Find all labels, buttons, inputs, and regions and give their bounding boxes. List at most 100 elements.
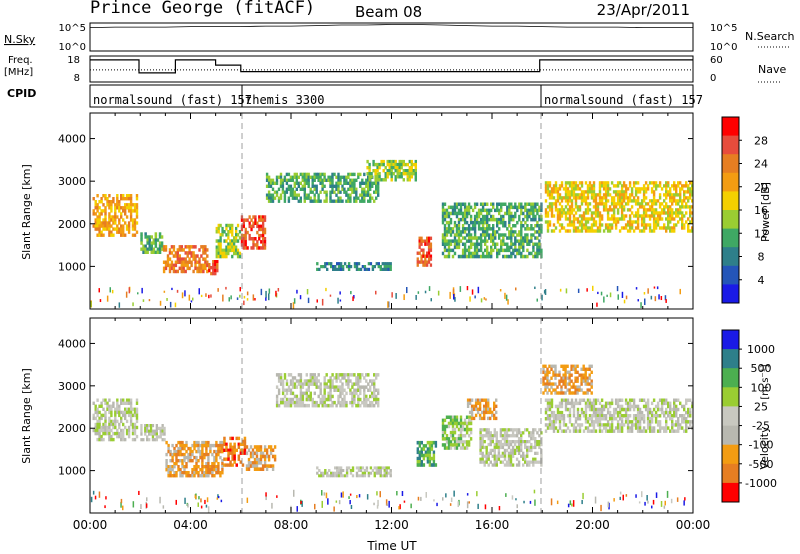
echo-cell (337, 172, 340, 177)
echo-cell (534, 442, 537, 447)
echo-cell (594, 410, 598, 415)
echo-cell (432, 463, 436, 467)
echo-cell (199, 474, 202, 478)
echo-cell (309, 373, 312, 377)
echo-cell (455, 446, 459, 450)
echo-cell (242, 243, 245, 247)
echo-cell (271, 196, 275, 200)
echo-cell (353, 391, 356, 396)
echo-cell (528, 239, 531, 243)
echo-cell (614, 417, 618, 421)
echo-cell (495, 463, 498, 467)
echo-cell (618, 426, 622, 430)
echo-cell (324, 471, 327, 475)
echo-cell (534, 208, 537, 213)
echo-cell (188, 260, 191, 264)
echo-cell (671, 193, 674, 197)
echo-cell (542, 367, 545, 371)
echo-cell (187, 455, 190, 460)
echo-cell (363, 400, 366, 405)
echo-cell (211, 452, 214, 457)
power-ylabel: Slant Range [km] (20, 164, 33, 260)
echo-cell (351, 391, 354, 396)
echo-cell (112, 227, 115, 231)
echo-cell (323, 175, 326, 179)
echo-cell (600, 184, 604, 188)
echo-cell (590, 196, 594, 200)
echo-cell (345, 391, 348, 396)
echo-cell (441, 418, 445, 423)
echo-cell (293, 403, 297, 408)
echo-cell (357, 394, 360, 399)
echo-cell (634, 420, 638, 424)
echo-cell (375, 190, 378, 194)
echo-cell (524, 440, 527, 444)
echo-cell (687, 199, 690, 203)
echo-cell (485, 398, 488, 402)
echo-cell (509, 448, 513, 453)
echo-cell (217, 248, 220, 253)
echo-cell (237, 457, 241, 461)
echo-cell (483, 410, 486, 415)
echo-cell (665, 226, 668, 230)
echo-cell (522, 242, 525, 246)
echo-cell (677, 420, 680, 424)
echo-cell (328, 262, 331, 266)
echo-cell (430, 444, 434, 448)
echo-cell (626, 420, 630, 424)
echo-cell (98, 404, 101, 408)
echo-cell (176, 260, 179, 264)
echo-cell (447, 224, 451, 228)
echo-cell (122, 401, 125, 405)
echo-cell (465, 415, 469, 419)
echo-cell (490, 227, 493, 231)
echo-cell (673, 401, 676, 406)
echo-cell (449, 205, 453, 210)
echo-cell (406, 169, 409, 173)
echo-cell (658, 426, 662, 430)
echo-cell (484, 202, 487, 206)
echo-cell (556, 373, 559, 377)
echo-cell (598, 229, 602, 233)
echo-cell (584, 382, 587, 386)
echo-cell (420, 260, 423, 264)
echo-cell (309, 394, 312, 399)
echo-cell (590, 423, 594, 427)
echo-cell (197, 446, 200, 451)
echo-cell (469, 418, 473, 423)
echo-cell (524, 214, 527, 219)
echo-cell (186, 245, 189, 249)
echo-cell (532, 214, 535, 219)
echo-cell (453, 440, 457, 444)
echo-cell (165, 462, 168, 466)
echo-cell (217, 452, 220, 457)
echo-cell (511, 451, 515, 455)
echo-cell (584, 391, 587, 395)
echo-cell (192, 269, 195, 274)
echo-cell (269, 445, 273, 449)
echo-cell (345, 199, 348, 203)
echo-cell (94, 416, 97, 421)
echo-cell (385, 466, 388, 470)
echo-cell (347, 373, 350, 377)
echo-cell (371, 403, 374, 408)
echo-cell (165, 468, 168, 472)
echo-cell (588, 423, 592, 427)
echo-cell (630, 398, 634, 402)
echo-cell (461, 248, 465, 253)
echo-cell (540, 460, 543, 464)
echo-cell (129, 206, 133, 210)
echo-cell (658, 217, 662, 221)
echo-cell (299, 187, 302, 191)
echo-cell (481, 445, 484, 450)
echo-cell (329, 385, 332, 389)
echo-cell (299, 379, 303, 383)
echo-cell (598, 202, 602, 206)
echo-cell (363, 394, 366, 399)
echo-cell (191, 452, 194, 457)
echo-cell (102, 413, 105, 418)
echo-cell (265, 184, 269, 188)
echo-cell (383, 471, 386, 475)
echo-cell (271, 448, 275, 452)
echo-cell (186, 260, 189, 264)
